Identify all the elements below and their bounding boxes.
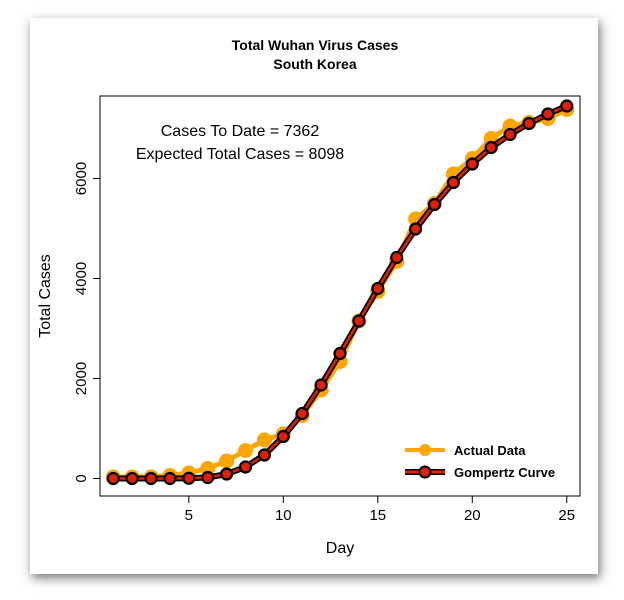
data-point-gompertz — [503, 127, 517, 142]
y-axis: 0 2000 4000 6000 — [73, 162, 100, 483]
data-point-gompertz — [408, 222, 423, 236]
x-tick-label: 20 — [464, 507, 481, 524]
x-axis-label: Day — [326, 540, 354, 557]
legend: Actual Data Gompertz Curve — [405, 443, 555, 480]
x-tick-label: 15 — [369, 507, 386, 524]
x-tick-label: 25 — [558, 507, 575, 524]
legend-marker-actual — [419, 444, 431, 456]
legend-label-gompertz: Gompertz Curve — [454, 465, 555, 480]
data-point-gompertz — [390, 250, 404, 265]
data-point-gompertz — [182, 471, 196, 485]
x-tick-label: 10 — [275, 507, 292, 524]
data-point-gompertz — [144, 471, 158, 486]
y-tick-label: 6000 — [73, 162, 90, 195]
data-point-gompertz — [333, 346, 347, 361]
data-point-gompertz — [314, 378, 328, 392]
data-point-gompertz — [220, 467, 234, 481]
y-tick-label: 2000 — [73, 362, 90, 395]
data-point-gompertz — [446, 175, 460, 190]
data-point-gompertz — [257, 448, 272, 462]
data-point-gompertz — [106, 471, 120, 486]
data-point-gompertz — [125, 471, 139, 486]
data-point-gompertz — [352, 314, 366, 328]
data-point-gompertz — [522, 116, 536, 131]
data-point-gompertz — [484, 140, 498, 155]
series-gompertz-curve — [106, 99, 574, 486]
chart-canvas: Total Wuhan Virus Cases South Korea 5 10 1… — [37, 37, 581, 557]
plot-frame — [99, 95, 581, 497]
data-point-gompertz — [238, 460, 253, 474]
data-point-gompertz — [541, 107, 555, 121]
series-line-actual — [113, 107, 568, 480]
x-axis: 5 10 15 20 25 — [185, 496, 575, 524]
data-point-gompertz — [371, 281, 385, 296]
data-point-gompertz — [201, 470, 215, 485]
data-point-gompertz — [560, 99, 574, 113]
y-tick-label: 4000 — [73, 262, 90, 295]
chart-subtitle: South Korea — [273, 56, 356, 72]
data-point-actual — [256, 432, 272, 448]
data-point-actual — [219, 453, 235, 469]
y-tick-label: 0 — [73, 474, 90, 482]
chart-figure: Total Wuhan Virus Cases South Korea 5 10 1… — [30, 18, 598, 574]
data-point-gompertz — [295, 406, 309, 421]
data-point-gompertz — [163, 471, 177, 486]
legend-label-actual: Actual Data — [454, 443, 526, 458]
data-point-gompertz — [427, 197, 442, 212]
chart-title: Total Wuhan Virus Cases — [232, 37, 399, 53]
legend-marker-gompertz — [418, 465, 432, 479]
x-tick-label: 5 — [185, 507, 193, 524]
annotation-cases-to-date: Cases To Date = 7362 — [161, 123, 320, 140]
data-point-actual — [238, 443, 254, 458]
y-axis-label: Total Cases — [37, 254, 54, 338]
data-point-gompertz — [465, 157, 479, 171]
annotation-expected-total: Expected Total Cases = 8098 — [136, 146, 344, 163]
data-point-gompertz — [276, 429, 290, 444]
